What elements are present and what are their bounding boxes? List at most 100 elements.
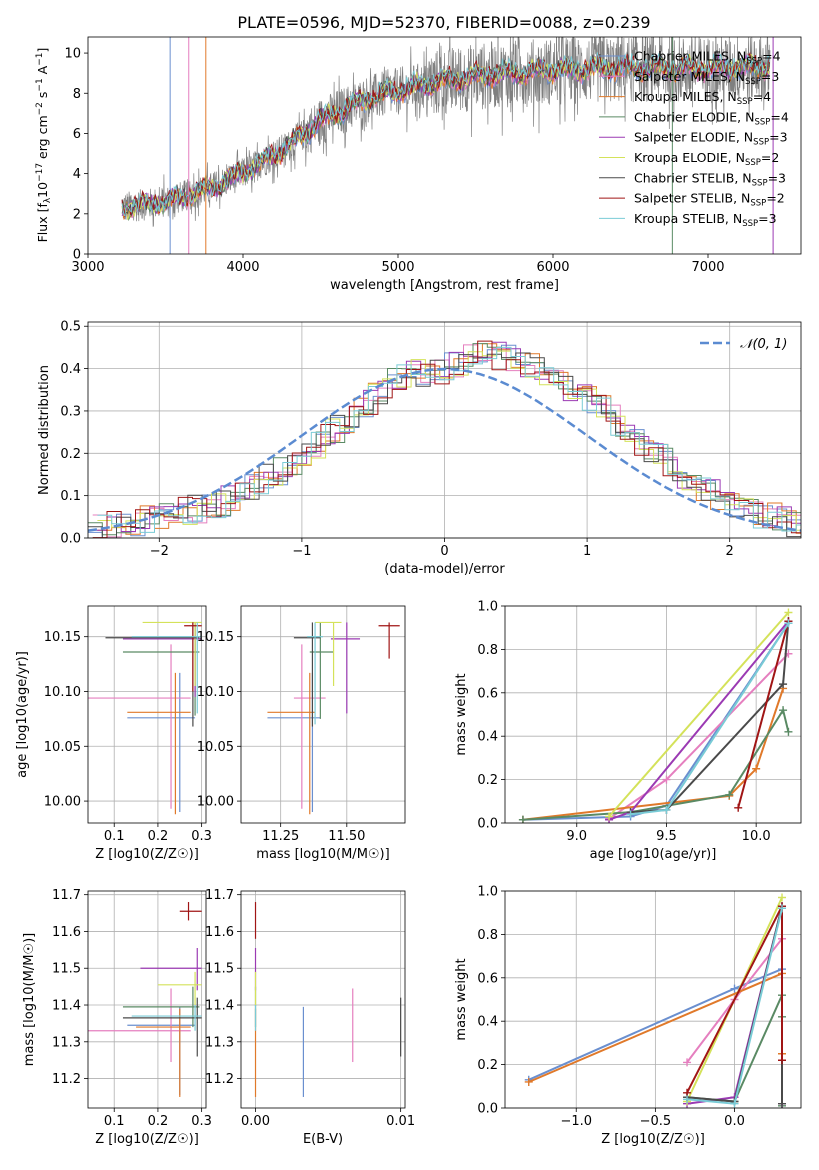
weight-line-2	[522, 688, 785, 821]
x-tick-label: 11.25	[262, 829, 299, 844]
weight-line-6	[630, 621, 790, 814]
y-axis-label: Flux [fλ10−17 erg cm−2 s−1 A−1]	[35, 48, 53, 243]
x-axis-label: Z [log10(Z/Z☉)]	[601, 1132, 705, 1147]
x-tick-label: 0.01	[386, 1114, 415, 1129]
legend-label: Salpeter ELODIE, NSSP=3	[634, 130, 788, 148]
x-axis-label: E(B-V)	[303, 1132, 343, 1147]
y-tick-label: 0.3	[60, 404, 81, 419]
y-tick-label: 11.5	[205, 962, 234, 977]
residual-histogram-7	[92, 340, 801, 538]
errorbar-point-6	[293, 622, 321, 727]
weight-marker	[725, 790, 734, 799]
errorbar-point-8	[131, 1005, 202, 1031]
axes-frame	[87, 605, 207, 824]
y-tick-label: 0.4	[477, 1015, 498, 1030]
y-tick-label: 11.4	[52, 999, 81, 1014]
plot-content	[88, 902, 202, 1097]
panel-mass-vs-EBV: 0.00 0.01 11.2 11.3 11.4 11.5 11.6 11.7 E(B-V)	[205, 888, 415, 1147]
panel-age-vs-Z: 0.1 0.2 0.3 10.00 10.05 10.10 10.15 Z [log10(Z/…	[15, 605, 212, 862]
y-tick-label: 11.4	[205, 999, 234, 1014]
x-axis-label: Z [log10(Z/Z☉)]	[95, 1132, 199, 1147]
weight-marker	[518, 815, 527, 823]
y-tick-label: 2	[73, 207, 81, 222]
y-tick-label: 10.10	[197, 685, 234, 700]
model-spectrum-6	[121, 51, 770, 217]
axes-frame	[87, 321, 802, 539]
y-tick-label: 0.0	[60, 532, 81, 547]
x-tick-label: 0.1	[104, 829, 125, 844]
x-tick-label: −0.5	[640, 1114, 672, 1129]
weight-marker	[784, 727, 793, 736]
plot-area	[88, 891, 206, 1108]
errorbar-point-3	[309, 622, 334, 719]
panel-weight-vs-Z: −1.0 −0.5 0.0 0.0 0.2 0.4 0.6 0.8 1.0 Z [log10(Z/…	[454, 885, 802, 1147]
panel-spectrum: 3000 4000 5000 6000 7000 0 2 4 6 8 10 wavelength [A…	[35, 36, 802, 293]
x-tick-label: −1	[292, 544, 311, 559]
errorbar-point-8	[131, 622, 202, 714]
plot-area	[505, 891, 801, 1108]
y-tick-label: 11.2	[52, 1072, 81, 1087]
y-tick-label: 10	[64, 47, 81, 62]
y-tick-label: 6	[73, 127, 81, 142]
x-tick-label: 9.5	[656, 829, 677, 844]
y-tick-label: 11.7	[205, 888, 234, 903]
weight-marker	[626, 810, 635, 819]
y-tick-label: 8	[73, 87, 81, 102]
y-tick-label: 11.2	[205, 1072, 234, 1087]
x-tick-label: 2	[726, 544, 734, 559]
axes-frame	[504, 890, 802, 1109]
legend-label: Kroupa ELODIE, NSSP=2	[634, 150, 779, 168]
x-tick-label: 6000	[536, 260, 569, 275]
errorbar-point-2	[127, 672, 191, 815]
y-tick-label: 0.6	[477, 686, 498, 701]
weight-line-5	[608, 611, 790, 818]
y-axis-label: age [log10(age/yr)]	[15, 651, 30, 778]
y-tick-label: 0.2	[60, 447, 81, 462]
x-tick-label: 0.1	[104, 1114, 125, 1129]
weight-marker	[662, 775, 671, 784]
x-tick-label: 11.50	[328, 829, 365, 844]
y-tick-label: 4	[73, 167, 81, 182]
observed-spectrum	[121, 37, 771, 227]
y-tick-label: 0.0	[477, 817, 498, 832]
weight-marker	[778, 1099, 787, 1108]
axes-frame	[240, 890, 406, 1109]
legend-label: Chabrier ELODIE, NSSP=4	[634, 109, 789, 127]
legend-label: Salpeter STELIB, NSSP=2	[634, 191, 785, 209]
y-tick-label: 0.4	[60, 362, 81, 377]
x-tick-label: 0.3	[191, 1114, 212, 1129]
x-tick-label: 0.2	[148, 1114, 169, 1129]
errorbar-point-1	[88, 988, 191, 1063]
axes-frame	[240, 605, 406, 824]
weight-line-7	[737, 620, 790, 809]
errorbar-point-3	[122, 986, 200, 1028]
plot-content	[88, 340, 801, 538]
x-tick-label: 9.0	[566, 829, 587, 844]
y-tick-label: 10.05	[44, 740, 81, 755]
y-tick-label: 11.3	[205, 1035, 234, 1050]
y-tick-label: 0.0	[477, 1102, 498, 1117]
y-tick-label: 0.8	[477, 928, 498, 943]
model-spectrum-8	[121, 52, 770, 217]
weight-marker	[752, 764, 761, 773]
normal-reference-curve	[88, 367, 801, 532]
legend-residuals: 𝒩(0, 1)	[700, 337, 787, 352]
errorbar-point-6	[122, 997, 202, 1057]
weight-marker	[730, 984, 739, 993]
weight-marker	[778, 904, 787, 913]
y-tick-label: 10.00	[44, 795, 81, 810]
legend-spectrum: Chabrier MILES, NSSP=4 Salpeter MILES, NS…	[599, 49, 789, 229]
y-tick-label: 10.10	[44, 685, 81, 700]
residual-histogram-8	[97, 346, 801, 533]
legend-label: Salpeter MILES, NSSP=3	[634, 69, 779, 87]
y-axis-label: mass weight	[454, 958, 469, 1040]
x-tick-label: 5000	[381, 260, 414, 275]
y-tick-label: 10.05	[197, 740, 234, 755]
y-axis-label: Normed distribution	[37, 365, 52, 495]
x-tick-label: 4000	[226, 260, 259, 275]
weight-marker	[734, 803, 743, 812]
weight-marker	[605, 812, 614, 821]
weight-marker	[683, 1095, 692, 1104]
y-axis-label: mass weight	[454, 673, 469, 755]
legend-label: Chabrier MILES, NSSP=4	[634, 49, 781, 67]
